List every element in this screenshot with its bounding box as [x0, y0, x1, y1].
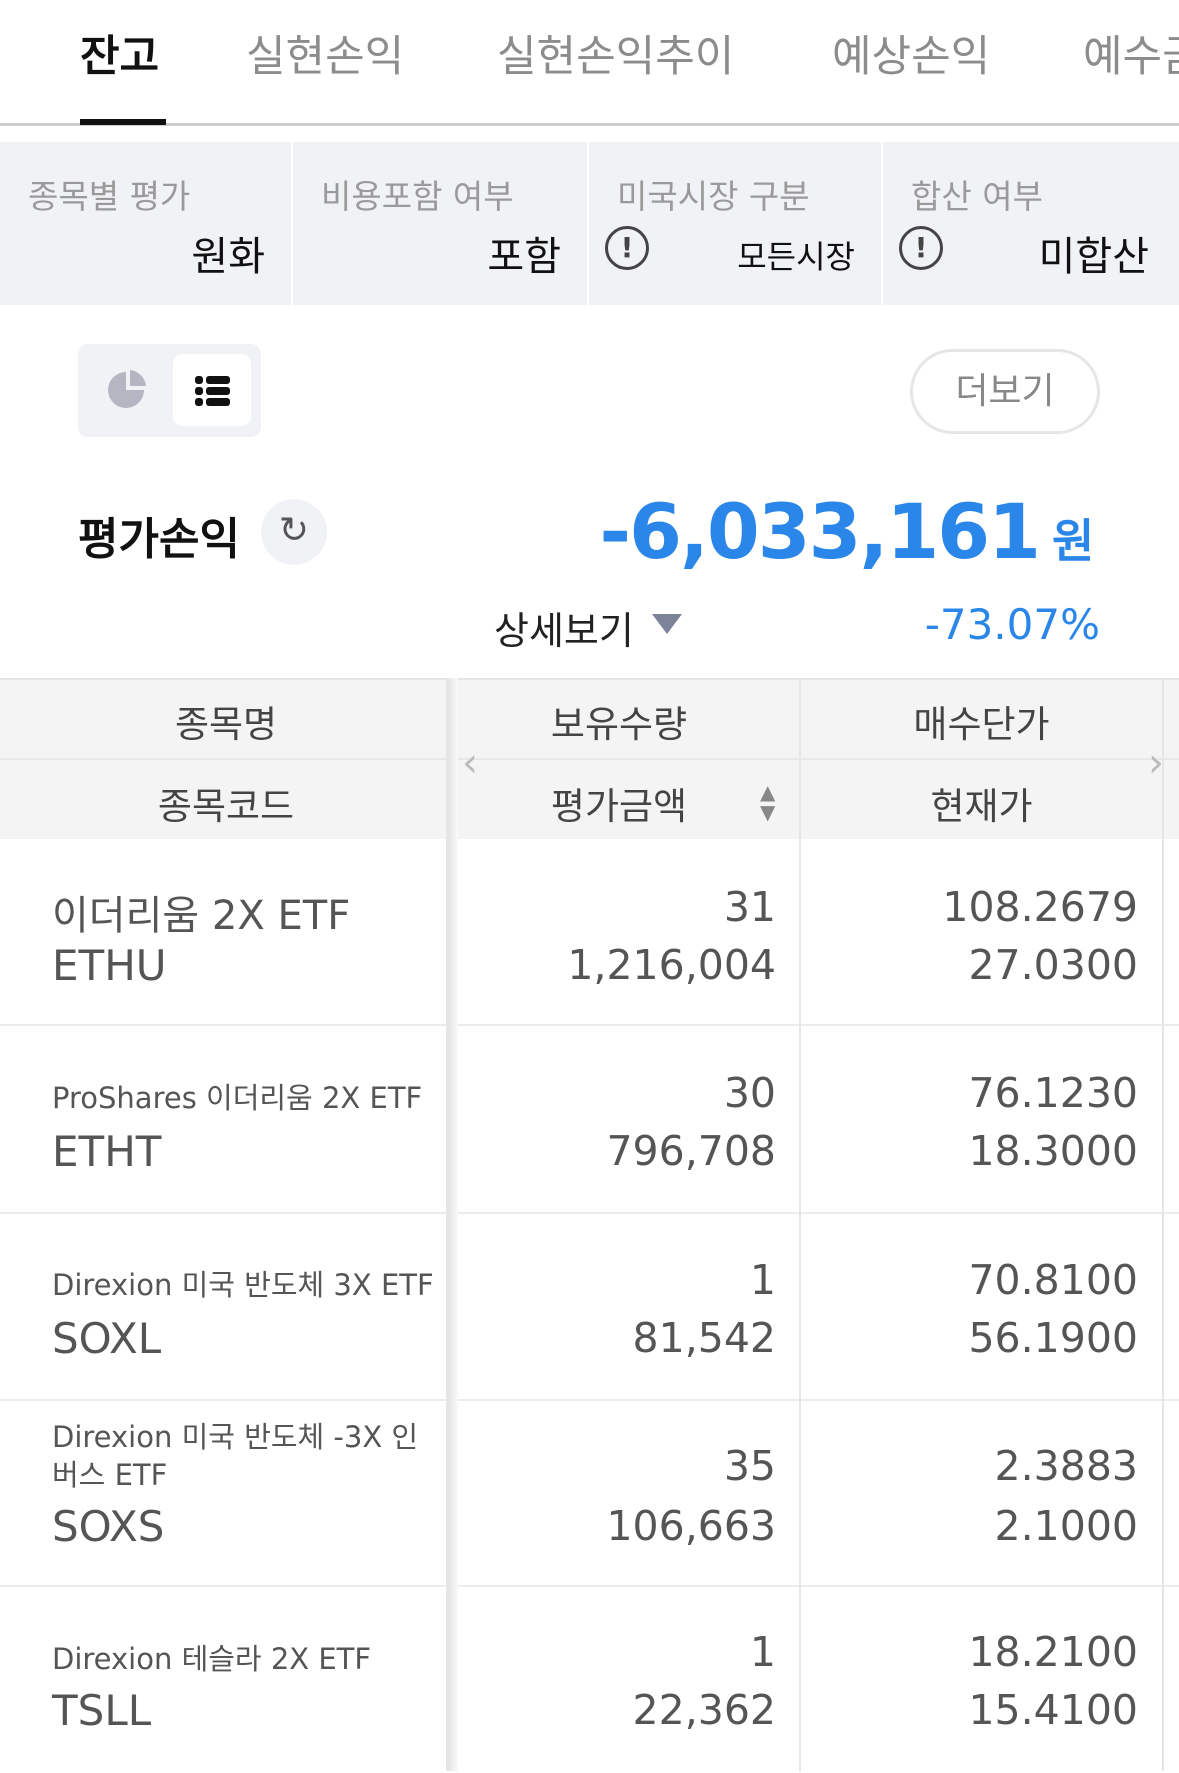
pie-chart-icon	[108, 370, 146, 408]
table-header: 종목명 종목코드 보유수량 평가금액 ▲ ▼ 매수단가 현재가 ‹ ›	[0, 678, 1179, 839]
chevron-right-icon[interactable]: ›	[1148, 740, 1164, 786]
refresh-icon[interactable]: ↻	[261, 499, 327, 565]
quantity: 35	[723, 1442, 776, 1490]
tab-balance[interactable]: 잔고	[80, 32, 160, 82]
filter-label: 미국시장 구분	[617, 177, 810, 216]
caret-down-icon[interactable]	[652, 614, 682, 634]
detail-toggle[interactable]: 상세보기	[494, 609, 634, 653]
quantity: 1	[749, 1256, 776, 1304]
buy-price: 18.2100	[968, 1628, 1138, 1676]
tab-divider	[0, 123, 1179, 126]
table-row[interactable]: Direxion 미국 반도체 3X ETF SOXL 1 81,542 70.…	[0, 1214, 1179, 1401]
filter-bar: 종목별 평가 원화 비용포함 여부 포함 미국시장 구분 ! 모든시장 합산 여…	[0, 142, 1179, 305]
eval-amount: 796,708	[606, 1127, 776, 1175]
exclamation-circle-icon[interactable]: !	[605, 226, 649, 270]
header-cur-price: 현재가	[930, 785, 1033, 828]
stock-name: Direxion 미국 반도체 -3X 인버스 ETF	[52, 1420, 419, 1492]
sort-icon[interactable]: ▲ ▼	[760, 780, 776, 824]
buy-price: 70.8100	[968, 1256, 1138, 1304]
chevron-left-icon[interactable]: ‹	[462, 740, 478, 786]
quantity: 30	[723, 1069, 776, 1117]
view-toggle	[78, 344, 261, 437]
buy-price: 108.2679	[942, 883, 1138, 931]
eval-amount: 106,663	[606, 1502, 776, 1550]
current-price: 27.0300	[968, 941, 1138, 989]
stock-name: 이더리움 2X ETF	[52, 893, 351, 939]
filter-value: 모든시장	[737, 238, 855, 276]
table-row[interactable]: ProShares 이더리움 2X ETF ETHT 30 796,708 76…	[0, 1027, 1179, 1214]
filter-include-cost[interactable]: 비용포함 여부 포함	[293, 142, 589, 305]
pl-label: 평가손익	[78, 514, 240, 565]
filter-valuation[interactable]: 종목별 평가 원화	[0, 142, 293, 305]
list-icon	[195, 376, 230, 406]
stock-code: ETHT	[52, 1127, 162, 1176]
column-divider	[446, 678, 448, 1771]
filter-label: 합산 여부	[911, 177, 1043, 216]
filter-value: 원화	[191, 234, 265, 280]
header-qty[interactable]: 보유수량	[550, 703, 688, 746]
pl-rate: -73.07%	[924, 600, 1100, 649]
stock-name: ProShares 이더리움 2X ETF	[52, 1081, 423, 1115]
filter-value: 포함	[487, 234, 561, 280]
filter-label: 종목별 평가	[28, 177, 191, 216]
current-price: 56.1900	[968, 1314, 1138, 1362]
pie-chart-button[interactable]	[98, 360, 158, 420]
tab-realized-pl[interactable]: 실현손익	[246, 32, 405, 82]
filter-label: 비용포함 여부	[321, 177, 514, 216]
tab-expected-pl[interactable]: 예상손익	[832, 32, 991, 82]
filter-value: 미합산	[1038, 234, 1149, 280]
current-price: 2.1000	[994, 1502, 1138, 1550]
current-price: 18.3000	[968, 1127, 1138, 1175]
table-row[interactable]: Direxion 테슬라 2X ETF TSLL 1 22,362 18.210…	[0, 1586, 1179, 1773]
buy-price: 76.1230	[968, 1069, 1138, 1117]
pl-amount: -6,033,161	[599, 487, 1041, 576]
header-code: 종목코드	[157, 785, 295, 828]
eval-amount: 1,216,004	[567, 941, 776, 989]
buy-price: 2.3883	[994, 1442, 1138, 1490]
header-eval[interactable]: 평가금액	[550, 785, 688, 828]
header-buy-price: 매수단가	[913, 703, 1050, 746]
table-row[interactable]: 이더리움 2X ETF ETHU 31 1,216,004 108.2679 2…	[0, 839, 1179, 1026]
table-row[interactable]: Direxion 미국 반도체 -3X 인버스 ETF SOXS 35 106,…	[0, 1400, 1179, 1587]
quantity: 31	[723, 883, 776, 931]
stock-name: Direxion 테슬라 2X ETF	[52, 1642, 372, 1676]
current-price: 15.4100	[968, 1686, 1138, 1734]
eval-amount: 22,362	[632, 1686, 776, 1734]
column-divider	[799, 678, 801, 1771]
pl-unit: 원	[1052, 514, 1095, 568]
stock-code: SOXL	[52, 1314, 162, 1363]
exclamation-circle-icon[interactable]: !	[899, 226, 943, 270]
active-tab-indicator	[80, 119, 166, 125]
filter-combine[interactable]: 합산 여부 ! 미합산	[883, 142, 1179, 305]
list-view-button[interactable]	[173, 354, 251, 426]
tab-deposit[interactable]: 예수금	[1083, 32, 1179, 82]
eval-amount: 81,542	[632, 1314, 776, 1362]
column-divider	[1162, 678, 1164, 1771]
stock-name: Direxion 미국 반도체 3X ETF	[52, 1268, 434, 1302]
header-name: 종목명	[174, 703, 278, 746]
quantity: 1	[749, 1628, 776, 1676]
tab-realized-pl-trend[interactable]: 실현손익추이	[497, 32, 735, 82]
stock-code: SOXS	[52, 1502, 165, 1551]
frozen-column-shadow	[448, 678, 458, 1771]
more-button[interactable]: 더보기	[910, 349, 1100, 434]
stock-code: ETHU	[52, 941, 167, 990]
filter-us-market[interactable]: 미국시장 구분 ! 모든시장	[589, 142, 883, 305]
stock-code: TSLL	[52, 1686, 152, 1735]
